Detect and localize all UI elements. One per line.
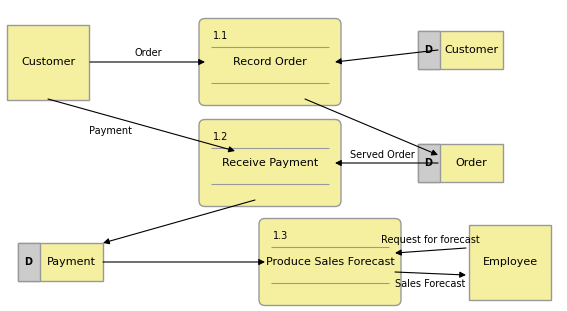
Text: 1.2: 1.2 (213, 132, 229, 142)
Text: Served Order: Served Order (350, 150, 414, 160)
FancyBboxPatch shape (199, 119, 341, 207)
Text: Customer: Customer (21, 57, 75, 67)
Text: D: D (24, 257, 32, 267)
Text: Payment: Payment (88, 126, 132, 136)
Bar (7, 25, 89, 100)
Text: D: D (425, 158, 433, 168)
Text: Receive Payment: Receive Payment (222, 158, 318, 168)
Bar (417, 144, 502, 182)
Bar (417, 144, 439, 182)
Bar (417, 31, 439, 69)
Text: 1.3: 1.3 (273, 231, 288, 241)
Bar (18, 243, 40, 281)
Text: Request for forecast: Request for forecast (380, 235, 479, 245)
FancyBboxPatch shape (259, 219, 401, 305)
FancyBboxPatch shape (199, 18, 341, 105)
Text: Employee: Employee (483, 257, 538, 267)
Text: Produce Sales Forecast: Produce Sales Forecast (265, 257, 395, 267)
Text: Payment: Payment (46, 257, 95, 267)
Bar (18, 243, 103, 281)
Text: Order: Order (455, 158, 487, 168)
Text: 1.1: 1.1 (213, 31, 229, 41)
Text: Record Order: Record Order (233, 57, 307, 67)
Text: D: D (425, 45, 433, 55)
Bar (469, 225, 551, 299)
Text: Order: Order (134, 48, 162, 58)
Bar (417, 31, 502, 69)
Text: Sales Forecast: Sales Forecast (395, 279, 465, 289)
Text: Customer: Customer (444, 45, 498, 55)
